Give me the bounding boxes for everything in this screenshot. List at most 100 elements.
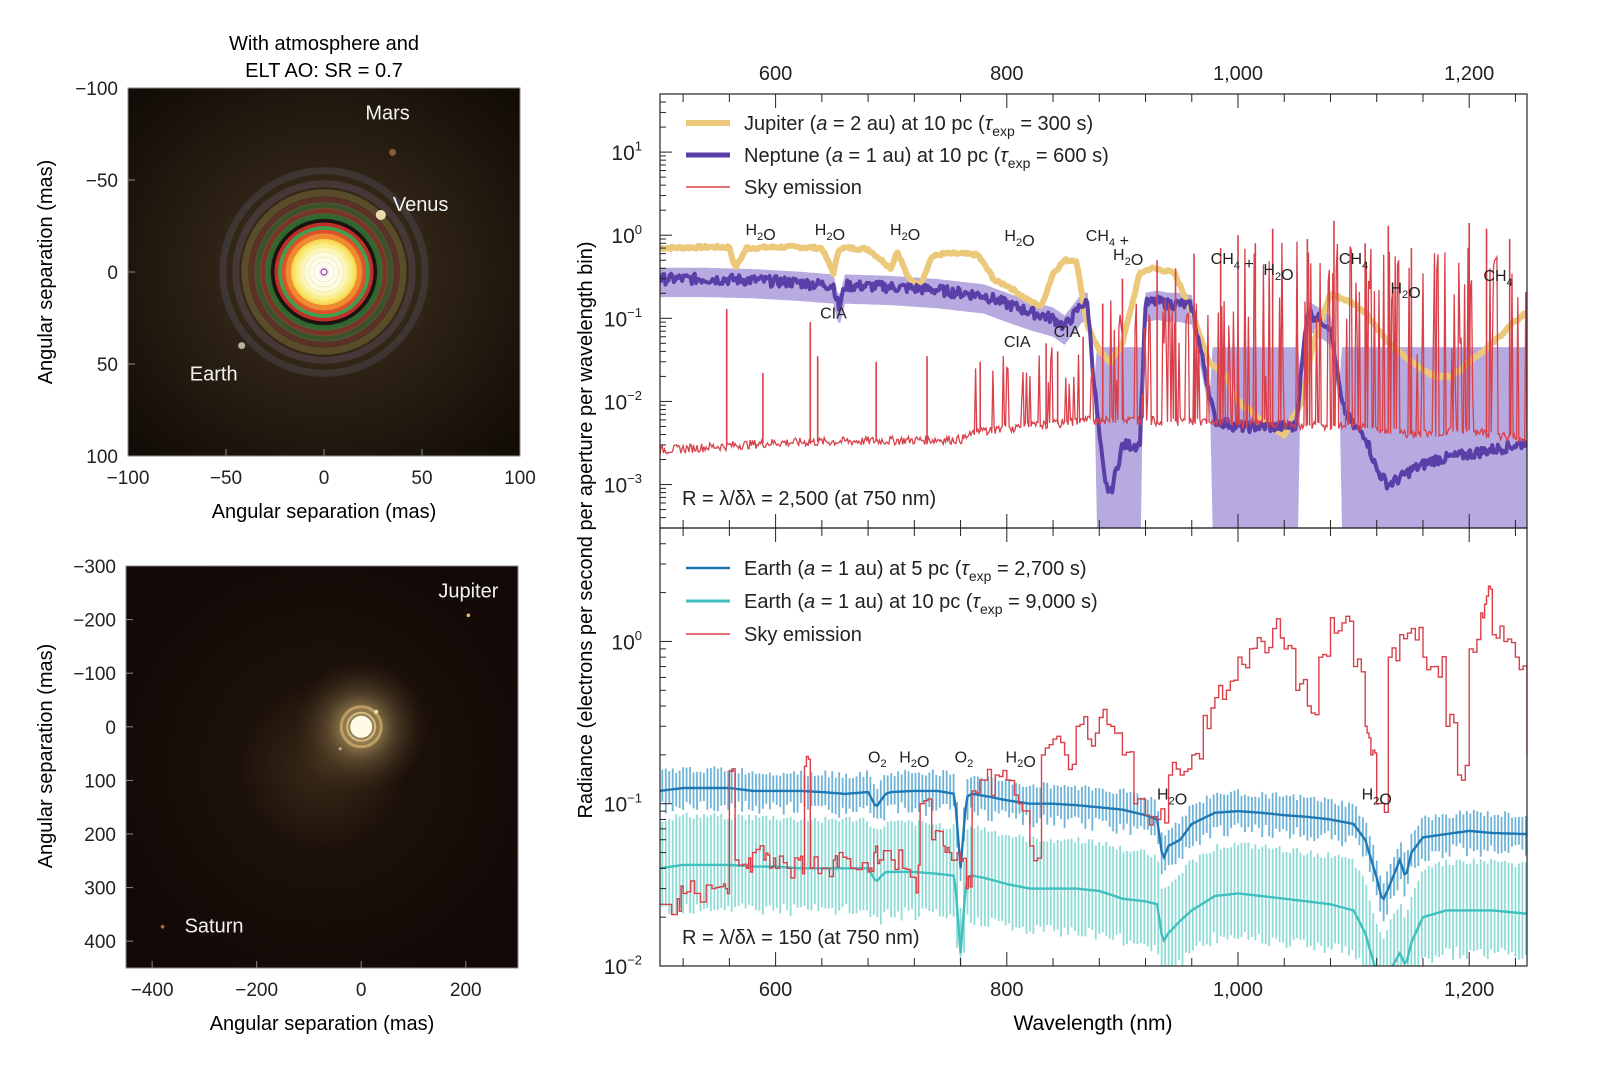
spectrum-xlabel: Wavelength (nm) [1013,1012,1172,1035]
psf-inner-title-line-1: With atmosphere and [229,33,419,55]
psf-ring [270,218,378,326]
y-tick-label: 100 [611,628,642,654]
inner-planet-dot [338,747,342,751]
absorption-label: CH4 [1483,268,1512,289]
psf-ring [254,202,394,342]
psf-ring [241,189,407,355]
planet-label-saturn: Saturn [185,916,244,938]
absorption-label: H2O [1263,262,1293,284]
x-tick-label: −200 [235,980,278,1001]
psf-inner-ylabel: Angular separation (mas) [35,160,57,385]
planet-dot-jupiter [466,613,471,618]
spectrum-high-res-panel: 10−3 10−2 10−1 100 101 600 800 1,000 1,200 Jupite… [604,63,1528,529]
legend-label-1: Neptune (a = 1 au) at 10 pc (τexp = 600 … [744,145,1109,171]
y-tick-label: 100 [611,222,642,248]
y-tick-label: 100 [86,447,118,468]
top-x-tick-label: 1,200 [1444,63,1494,85]
psf-inner-image: Mars Venus Earth [128,88,520,456]
y-tick-label: 10−1 [604,790,642,816]
x-tick-label: 100 [504,468,536,489]
neptune-noise-band [660,267,1527,528]
x-tick-label: 50 [411,468,432,489]
psf-ring [259,207,389,337]
planet-label-jupiter: Jupiter [438,580,498,602]
psf-ring [346,711,377,742]
y-tick-label: −50 [86,171,118,192]
psf-core [291,239,357,305]
y-tick-label: 50 [97,355,118,376]
x-tick-label: 0 [319,468,330,489]
absorption-label: H2O [899,749,929,771]
psf-inner-title-line-2: ELT AO: SR = 0.7 [245,60,403,82]
sky-emission-line [660,585,1527,916]
y-tick-label: −100 [73,664,116,685]
psf-ring [232,180,416,364]
psf-outer-image: Jupiter Saturn [126,566,518,968]
resolution-annotation: R = λ/δλ = 150 (at 750 nm) [682,927,920,949]
absorption-label: CH4 + [1211,251,1254,273]
plot-area [660,220,1527,528]
absorption-label: CH4 + [1086,228,1129,250]
y-tick-label: 400 [84,932,116,953]
y-tick-label: 101 [611,139,642,165]
y-tick-label: −200 [73,611,116,632]
legend-label-0: Earth (a = 1 au) at 5 pc (τexp = 2,700 s… [744,558,1086,584]
psf-outer-ylabel: Angular separation (mas) [35,644,57,869]
plot-area [660,585,1527,966]
planet-dot-venus [375,209,386,220]
star-center-marker [320,268,328,276]
psf-core-ring [298,246,350,298]
absorption-label: H2O [815,222,845,244]
psf-core-ring [303,251,345,293]
spectrum-low-res-panel: 10−2 10−1 100 600 800 1,000 1,200 Earth (a = 1 … [604,527,1528,1001]
y-tick-label: 200 [84,825,116,846]
psf-ring [274,222,374,322]
absorption-label: CH4 [1339,251,1368,272]
psf-ring [278,226,370,318]
psf-core-ring [313,261,335,283]
absorption-label: H2O [1157,787,1187,809]
psf-ring [285,233,363,311]
x-tick-label: −100 [107,468,150,489]
y-tick-label: 10−2 [604,388,642,414]
y-tick-label: 0 [105,718,116,739]
absorption-label: CIA [1004,334,1031,351]
psf-inner-xlabel: Angular separation (mas) [212,501,437,523]
psf-outer-axes: −300 −200 −100 0 100 200 300 400 −400 −200 0 200 [73,557,519,1001]
y-tick-label: 0 [107,263,118,284]
x-tick-label: 800 [990,979,1023,1001]
spectrum-ylabel: Radiance (electrons per second per apert… [575,241,597,818]
absorption-label: CIA [1054,324,1081,341]
absorption-label: O2 [955,749,974,770]
psf-ring [281,229,367,315]
psf-outer-xlabel: Angular separation (mas) [210,1013,435,1035]
y-tick-label: −100 [75,79,118,100]
legend-label-1: Earth (a = 1 au) at 10 pc (τexp = 9,000 … [744,591,1098,617]
psf-ring [248,196,400,348]
psf-ring [219,167,429,377]
absorption-label: H2O [1362,787,1392,809]
psf-ring [265,213,383,331]
legend-label-0: Jupiter (a = 2 au) at 10 pc (τexp = 300 … [744,113,1093,139]
y-tick-label: 300 [84,879,116,900]
y-tick-label: 10−2 [604,953,642,979]
absorption-label: H2O [1113,247,1143,269]
x-tick-label: 1,000 [1213,979,1263,1001]
y-tick-label: −300 [73,557,116,578]
absorption-label: O2 [868,749,887,770]
absorption-label: H2O [1390,280,1420,302]
planet-label-mars: Mars [365,102,409,124]
psf-outer-frame [125,565,519,969]
absorption-label: H2O [890,222,920,244]
psf-inner-panel: With atmosphere and ELT AO: SR = 0.7 Mar… [35,33,536,523]
planet-label-earth: Earth [190,364,238,386]
y-tick-label: 10−3 [604,471,642,497]
planet-dot-earth [238,342,246,350]
psf-core-ring [318,266,330,278]
y-tick-label: 10−1 [604,305,642,331]
absorption-label: H2O [745,222,775,244]
legend-label-2: Sky emission [744,177,862,199]
